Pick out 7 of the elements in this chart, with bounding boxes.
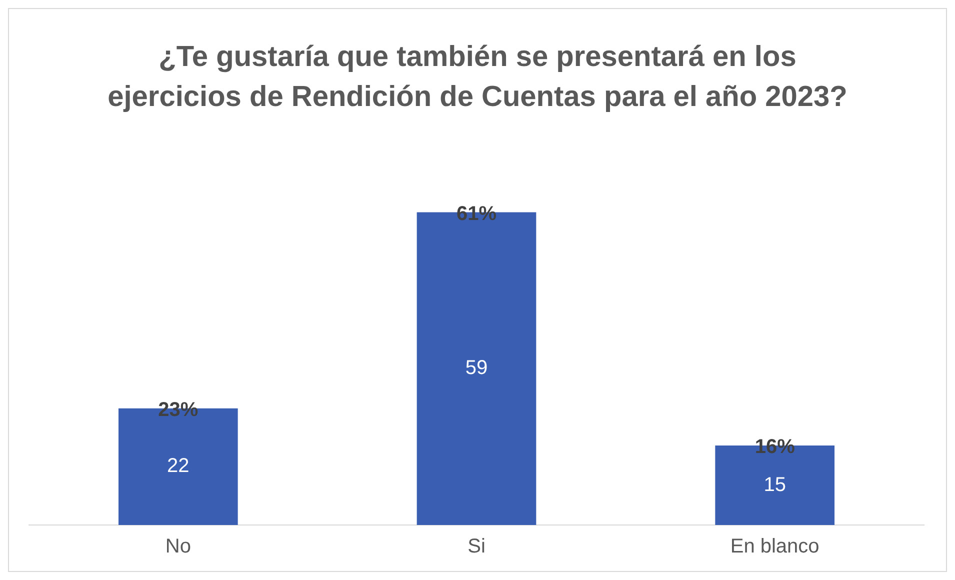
data-label: 22 (167, 455, 190, 478)
chart-title: ¿Te gustaría que también se presentará en los ejercicios de Rendición de Cuentas para el año 2023? (106, 40, 848, 115)
x-tick-label: No (165, 536, 191, 558)
x-tick-label: Si (468, 536, 486, 558)
x-tick-label: En blanco (730, 536, 820, 558)
data-label: 15 (764, 474, 786, 496)
data-label: 59 (465, 357, 488, 380)
